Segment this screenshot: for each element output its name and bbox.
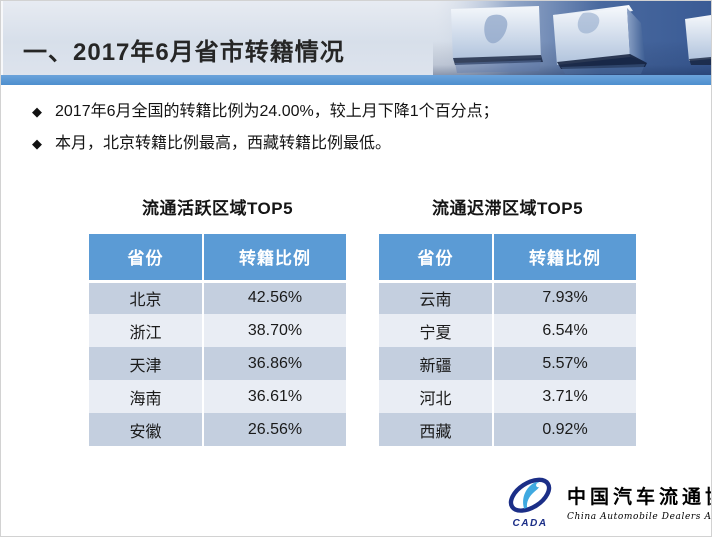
province-cell: 天津 <box>89 347 204 380</box>
ratio-cell: 0.92% <box>493 413 636 446</box>
province-cell: 宁夏 <box>379 314 494 347</box>
diamond-bullet-icon: ◆ <box>32 136 42 151</box>
bullet-item: ◆ 2017年6月全国的转籍比例为24.00%，较上月下降1个百分点； <box>32 96 691 128</box>
column-header-ratio: 转籍比例 <box>493 234 636 283</box>
page-title: 一、2017年6月省市转籍情况 <box>23 39 345 66</box>
ratio-cell: 38.70% <box>203 314 346 347</box>
table-row: 浙江 38.70% <box>89 314 346 347</box>
ratio-cell: 42.56% <box>203 281 346 314</box>
bullet-item: ◆ 本月，北京转籍比例最高，西藏转籍比例最低。 <box>32 128 691 160</box>
column-header-ratio: 转籍比例 <box>203 234 346 283</box>
cube-left <box>451 6 543 73</box>
diamond-bullet-icon: ◆ <box>32 104 42 119</box>
table-title: 流通活跃区域TOP5 <box>141 199 294 218</box>
bullet-text: 2017年6月全国的转籍比例为24.00%，较上月下降1个百分点； <box>55 103 499 120</box>
ratio-cell: 7.93% <box>493 281 636 314</box>
ratio-cell: 5.57% <box>493 347 636 380</box>
bullet-list: ◆ 2017年6月全国的转籍比例为24.00%，较上月下降1个百分点； ◆ 本月… <box>32 96 691 160</box>
ratio-cell: 3.71% <box>493 380 636 413</box>
province-cell: 云南 <box>379 281 494 314</box>
table-header-row: 省份 转籍比例 <box>379 234 636 283</box>
column-header-province: 省份 <box>89 234 204 283</box>
province-cell: 北京 <box>89 281 204 314</box>
province-cell: 浙江 <box>89 314 204 347</box>
table-header-row: 省份 转籍比例 <box>89 234 346 283</box>
ratio-cell: 36.86% <box>203 347 346 380</box>
bullet-text: 本月，北京转籍比例最高，西藏转籍比例最低。 <box>55 135 392 152</box>
sluggish-regions-table: 流通迟滞区域TOP5 省份 转籍比例 云南 7.93% 宁夏 6.54% <box>379 194 636 446</box>
cube-center <box>553 5 647 74</box>
table-row: 海南 36.61% <box>89 380 346 413</box>
active-regions-table: 流通活跃区域TOP5 省份 转籍比例 北京 42.56% 浙江 38.70% <box>89 194 346 446</box>
ratio-cell: 6.54% <box>493 314 636 347</box>
cada-logo: CADA 中国汽车流通协会 China Automobile Dealers A… <box>501 473 712 531</box>
table-row: 天津 36.86% <box>89 347 346 380</box>
title-banner: 一、2017年6月省市转籍情况 <box>1 1 711 75</box>
column-header-province: 省份 <box>379 234 494 283</box>
province-cell: 新疆 <box>379 347 494 380</box>
province-cell: 海南 <box>89 380 204 413</box>
table-row: 西藏 0.92% <box>379 413 636 446</box>
cada-logo-icon: CADA <box>508 477 552 529</box>
table-row: 云南 7.93% <box>379 281 636 314</box>
cada-acronym-text: CADA <box>512 518 547 529</box>
table-title: 流通迟滞区域TOP5 <box>431 199 584 218</box>
province-cell: 河北 <box>379 380 494 413</box>
ratio-cell: 26.56% <box>203 413 346 446</box>
cubes-decoration-image <box>433 1 711 75</box>
accent-strip <box>1 75 711 85</box>
province-cell: 安徽 <box>89 413 204 446</box>
logo-name-zh: 中国汽车流通协会 <box>567 486 711 508</box>
table-row: 河北 3.71% <box>379 380 636 413</box>
table-row: 新疆 5.57% <box>379 347 636 380</box>
cube-right <box>685 15 711 65</box>
table-row: 北京 42.56% <box>89 281 346 314</box>
table-row: 宁夏 6.54% <box>379 314 636 347</box>
table-row: 安徽 26.56% <box>89 413 346 446</box>
province-cell: 西藏 <box>379 413 494 446</box>
ratio-cell: 36.61% <box>203 380 346 413</box>
logo-name-en: China Automobile Dealers Association <box>567 512 712 522</box>
